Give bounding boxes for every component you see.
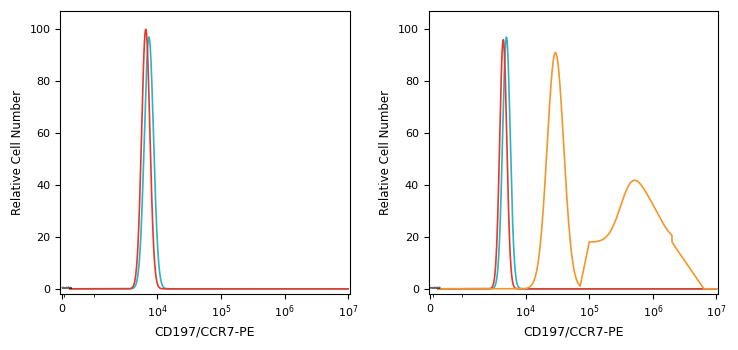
X-axis label: CD197/CCR7-PE: CD197/CCR7-PE bbox=[523, 326, 624, 339]
Y-axis label: Relative Cell Number: Relative Cell Number bbox=[379, 90, 393, 215]
Y-axis label: Relative Cell Number: Relative Cell Number bbox=[11, 90, 24, 215]
X-axis label: CD197/CCR7-PE: CD197/CCR7-PE bbox=[155, 326, 255, 339]
